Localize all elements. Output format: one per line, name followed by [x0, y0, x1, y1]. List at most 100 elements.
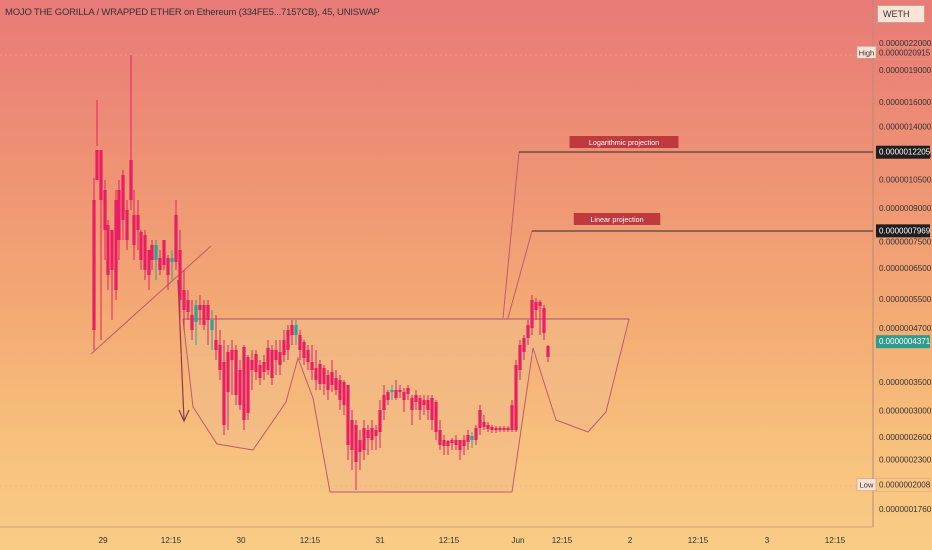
candle-body: [274, 350, 278, 360]
candle-body: [454, 440, 458, 445]
candle-body: [534, 302, 538, 310]
candle-body: [121, 175, 125, 220]
candle-body: [99, 150, 103, 200]
x-tick-label: 12:15: [300, 536, 321, 545]
y-tick-label: 0.0000010500: [879, 175, 932, 184]
candle-body: [114, 200, 118, 290]
price-label-low: 0.0000002008: [879, 481, 931, 490]
candle-body: [318, 364, 322, 384]
candle-body: [506, 428, 510, 430]
linear-projection-diagonal: [507, 230, 533, 319]
price-label-log-projection: 0.0000012205: [879, 148, 931, 157]
candle-body: [338, 380, 342, 400]
candle-body: [442, 440, 446, 446]
candle-body: [374, 430, 378, 436]
price-tag-low-badge: [856, 478, 877, 491]
price-tag-low-text: Low: [860, 481, 874, 490]
candle-body: [147, 250, 151, 275]
candle-body: [210, 320, 214, 330]
candle-body: [414, 395, 418, 402]
candle-body: [518, 345, 522, 370]
x-tick-label: 30: [236, 536, 246, 545]
y-tick-label: 0.0000005500: [879, 295, 932, 304]
candle-body: [278, 352, 282, 365]
candle-body: [306, 350, 310, 362]
candle-body: [354, 425, 358, 462]
candle-body: [370, 428, 374, 440]
candle-body: [498, 428, 502, 430]
candle-body: [334, 378, 338, 390]
y-tick-label: 0.0000022000: [879, 39, 932, 48]
candle-body: [466, 435, 470, 442]
candle-body: [302, 342, 306, 358]
candle-body: [406, 388, 410, 394]
candle-body: [110, 230, 114, 270]
y-tick-label: 0.0000016000: [879, 98, 932, 107]
candle-body: [458, 440, 462, 450]
x-tick-label: 2: [628, 536, 633, 545]
candle-body: [198, 305, 202, 310]
drop-arrow: [177, 279, 185, 421]
candle-body: [538, 302, 542, 306]
x-tick-label: 12:15: [552, 536, 573, 545]
candle-body: [218, 345, 222, 370]
price-label-linear-projection: 0.0000007969: [879, 226, 931, 235]
candle-body: [258, 365, 262, 378]
candle-body: [514, 365, 518, 430]
chart-title: MOJO THE GORILLA / WRAPPED ETHER on Ethe…: [5, 7, 380, 18]
candle-body: [382, 395, 386, 410]
candle-body: [282, 340, 286, 355]
candle-body: [103, 190, 107, 230]
candle-body: [190, 315, 194, 330]
x-tick-label: 12:15: [439, 536, 460, 545]
candle-body: [286, 330, 290, 350]
pattern-outline: [182, 318, 630, 493]
candle-body: [378, 410, 382, 432]
candle-body: [226, 352, 230, 392]
x-tick-label: 12:15: [688, 536, 709, 545]
trend-line: [90, 245, 212, 355]
candle-body: [398, 390, 402, 392]
candle-body: [486, 425, 490, 429]
candle-body: [526, 325, 530, 338]
candle-body: [342, 382, 346, 405]
candle-body: [366, 430, 370, 438]
candle-body: [246, 357, 250, 413]
candle-body: [136, 215, 140, 230]
candle-body: [143, 235, 147, 270]
candle-body: [262, 362, 266, 372]
candle-body: [270, 350, 274, 378]
candle-body: [132, 215, 136, 245]
candle-body: [150, 245, 154, 260]
candle-body: [106, 225, 110, 275]
candle-body: [410, 398, 414, 410]
price-tag-high-badge: [856, 46, 877, 59]
candle-body: [362, 428, 366, 450]
candle-body: [450, 440, 454, 443]
candle-body: [95, 150, 99, 180]
candle-body: [206, 305, 210, 320]
price-label-high: 0.0000020915: [879, 48, 931, 57]
x-tick-label: Jun: [511, 536, 525, 545]
candle-body: [242, 347, 246, 420]
currency-badge[interactable]: WETH: [877, 5, 925, 23]
candle-body: [394, 390, 398, 398]
candle-body: [139, 232, 143, 260]
candle-body: [510, 405, 514, 430]
candle-body: [502, 428, 506, 430]
candle-body: [390, 390, 394, 392]
candle-body: [154, 245, 158, 260]
candle-body: [182, 290, 186, 310]
candle-body: [326, 375, 330, 390]
candle-body: [546, 346, 550, 357]
price-tag-log-projection: [876, 145, 930, 159]
y-tick-label: 0.0000009000: [879, 204, 932, 213]
candle-body: [178, 250, 182, 300]
y-tick-label: 0.0000003000: [879, 407, 932, 416]
candle-body: [298, 335, 302, 350]
candle-body: [426, 400, 430, 410]
candle-body: [438, 430, 442, 445]
candle-body: [214, 340, 218, 350]
